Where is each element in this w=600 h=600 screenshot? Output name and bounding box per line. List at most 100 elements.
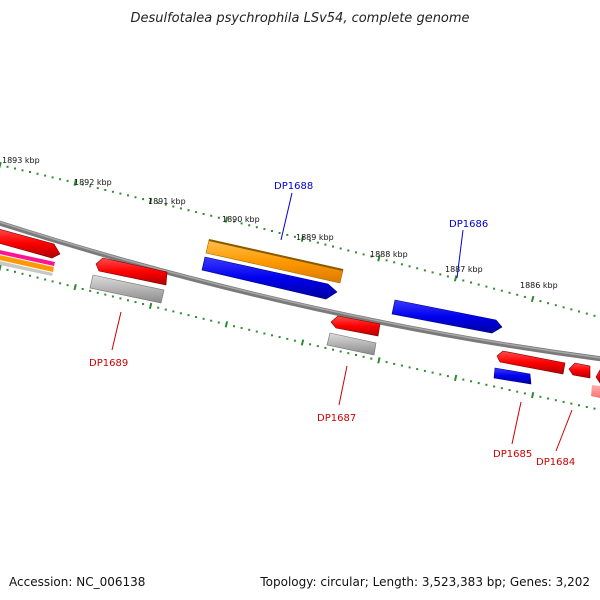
gene-label-dp1684[interactable]: DP1684 <box>536 457 575 468</box>
upper-minor-tick <box>29 171 31 173</box>
gene-dp1686[interactable] <box>391 299 503 334</box>
upper-minor-tick <box>385 259 388 262</box>
upper-minor-tick <box>485 285 488 288</box>
lower-minor-tick <box>347 352 350 355</box>
leader-dp1688 <box>280 192 293 241</box>
lower-minor-tick <box>127 299 129 302</box>
lower-minor-tick <box>416 368 419 371</box>
lower-minor-tick <box>202 317 205 320</box>
gene-label-dp1688[interactable]: DP1688 <box>274 181 313 192</box>
tick-label-1889: 1889 kbp <box>296 233 334 242</box>
leader-dp1689 <box>111 311 122 351</box>
upper-minor-tick <box>554 304 557 307</box>
leader-dp1686 <box>456 229 464 279</box>
upper-minor-tick <box>104 189 107 191</box>
lower-major-tick <box>531 391 535 399</box>
upper-minor-tick <box>339 247 342 250</box>
lower-minor-tick <box>210 319 213 322</box>
lower-minor-tick <box>393 362 396 365</box>
upper-minor-tick <box>332 245 334 248</box>
lower-minor-tick <box>111 295 114 298</box>
lower-minor-tick <box>21 272 24 275</box>
upper-minor-tick <box>278 232 281 234</box>
upper-minor-tick <box>309 239 312 242</box>
lower-minor-tick <box>408 366 411 369</box>
upper-minor-tick <box>508 291 511 294</box>
upper-minor-tick <box>119 192 122 195</box>
lower-minor-tick <box>240 327 243 329</box>
tick-label-1886: 1886 kbp <box>520 281 558 290</box>
lower-minor-tick <box>6 268 9 271</box>
tick-label-1888: 1888 kbp <box>370 250 408 259</box>
gene-dp1687-pseudo[interactable] <box>326 332 377 356</box>
gene-dp1689[interactable] <box>95 257 168 286</box>
upper-minor-tick <box>446 275 449 278</box>
genome-backbone <box>0 220 600 362</box>
upper-major-tick <box>0 161 2 169</box>
lower-minor-tick <box>578 404 580 407</box>
lower-minor-tick <box>187 314 190 317</box>
lower-tick-track <box>0 264 596 410</box>
lower-minor-tick <box>585 406 588 408</box>
gene-dp1687[interactable] <box>330 315 381 337</box>
gene-dp1688-rna-edge <box>208 239 344 271</box>
upper-major-tick <box>530 295 535 303</box>
gene-fragment-right[interactable] <box>595 369 600 384</box>
gene-label-dp1689[interactable]: DP1689 <box>89 358 128 369</box>
upper-minor-tick <box>96 187 99 190</box>
upper-minor-tick <box>570 308 573 311</box>
upper-minor-tick <box>585 312 588 315</box>
upper-minor-tick <box>523 295 526 298</box>
lower-minor-tick <box>523 392 526 395</box>
upper-minor-tick <box>324 243 327 246</box>
gene-fragment-left-pink <box>0 250 55 266</box>
upper-minor-tick <box>423 269 426 272</box>
upper-minor-tick <box>516 293 519 296</box>
lower-minor-tick <box>142 303 145 305</box>
lower-major-ticks <box>0 264 535 399</box>
upper-tick-track <box>0 161 596 317</box>
lower-major-tick <box>73 283 77 291</box>
upper-major-tick <box>377 255 381 262</box>
forward-strand-features <box>0 228 532 385</box>
tick-label-1890: 1890 kbp <box>222 215 260 224</box>
upper-minor-tick <box>255 226 258 229</box>
lower-minor-tick <box>119 297 122 300</box>
reverse-strand-features <box>89 257 600 398</box>
lower-minor-tick <box>370 357 373 360</box>
gene-fragment-left-orange <box>0 255 54 272</box>
lower-minor-tick <box>470 380 472 383</box>
lower-minor-tick <box>485 383 488 386</box>
gene-fragment-left[interactable] <box>0 228 61 259</box>
gene-label-dp1685[interactable]: DP1685 <box>493 449 532 460</box>
gene-dp1684[interactable] <box>568 362 591 379</box>
lower-major-tick <box>300 339 305 346</box>
upper-minor-tick <box>493 287 496 290</box>
upper-minor-tick <box>164 203 167 206</box>
lower-minor-tick <box>508 389 511 391</box>
lower-minor-tick <box>233 325 235 328</box>
gene-label-dp1686[interactable]: DP1686 <box>449 219 488 230</box>
tick-labels: 1893 kbp 1892 kbp 1891 kbp 1890 kbp 1889… <box>2 156 558 290</box>
lower-minor-tick <box>293 339 296 342</box>
lower-tick-dots <box>6 268 596 410</box>
lower-minor-tick <box>400 364 403 367</box>
gene-label-dp1687[interactable]: DP1687 <box>317 413 356 424</box>
gene-dp1689-pseudo[interactable] <box>89 274 165 304</box>
gene-dp1685-red[interactable] <box>496 350 566 375</box>
lower-minor-tick <box>316 345 319 348</box>
upper-minor-tick <box>439 273 442 276</box>
upper-minor-tick <box>316 241 319 244</box>
gene-label-leaders <box>111 192 573 452</box>
lower-minor-tick <box>36 276 39 279</box>
upper-major-ticks <box>0 161 535 303</box>
upper-minor-tick <box>157 201 160 204</box>
gene-dp1685[interactable] <box>493 367 532 385</box>
upper-major-tick <box>224 216 229 223</box>
lower-minor-tick <box>157 306 160 309</box>
lower-minor-tick <box>547 397 550 400</box>
gene-dp1688[interactable] <box>201 256 338 300</box>
lower-minor-tick <box>516 390 519 393</box>
upper-minor-tick <box>127 194 129 197</box>
upper-minor-tick <box>293 235 296 238</box>
